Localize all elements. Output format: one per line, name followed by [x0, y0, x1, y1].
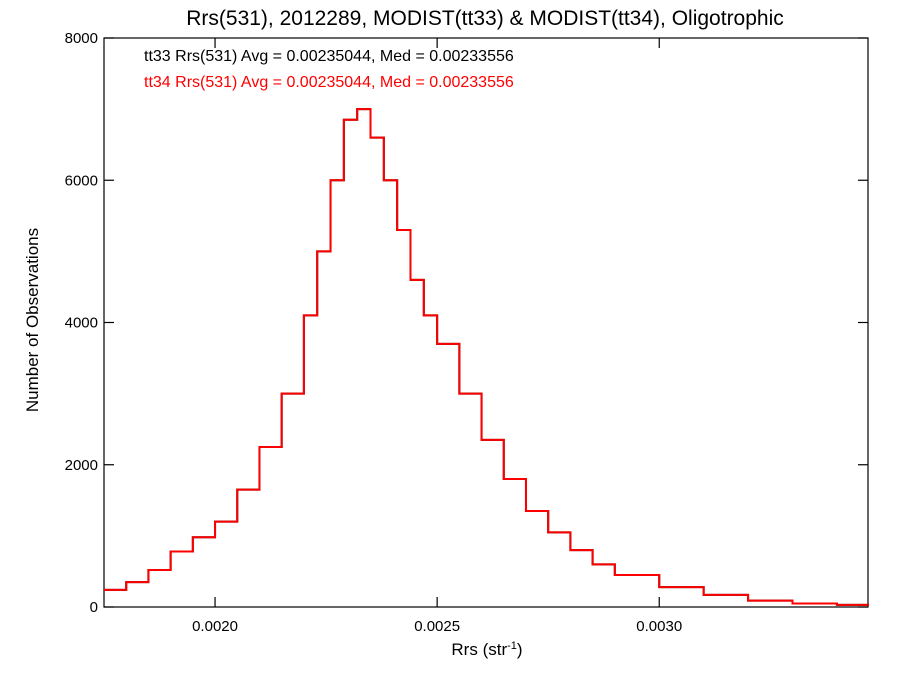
y-tick-label: 2000: [65, 457, 98, 474]
chart-title: Rrs(531), 2012289, MODIST(tt33) & MODIST…: [186, 7, 784, 30]
stats-annotation: tt33 Rrs(531) Avg = 0.00235044, Med = 0.…: [144, 48, 514, 65]
y-tick-label: 8000: [65, 30, 98, 47]
x-tick-label: 0.0025: [414, 618, 460, 635]
y-axis-label: Number of Observations: [23, 228, 42, 412]
x-axis-label: Rrs (str-1): [451, 640, 522, 659]
x-tick-label: 0.0030: [636, 618, 682, 635]
y-tick-label: 4000: [65, 315, 98, 332]
y-tick-label: 0: [90, 599, 98, 616]
y-tick-label: 6000: [65, 172, 98, 189]
series-tt34-line: [104, 108, 869, 606]
stats-annotation: tt34 Rrs(531) Avg = 0.00235044, Med = 0.…: [144, 74, 514, 91]
x-tick-label: 0.0020: [192, 618, 238, 635]
series-tt33-line: [104, 108, 869, 606]
